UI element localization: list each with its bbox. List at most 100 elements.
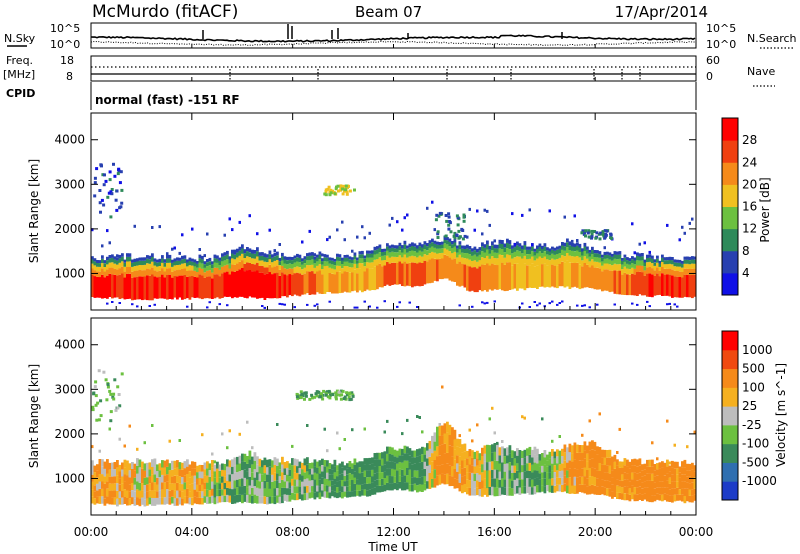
velocity-cell: [503, 456, 507, 464]
power-cell: [618, 270, 622, 295]
velocity-cell: [448, 455, 452, 466]
power-cell: [683, 263, 687, 269]
velocity-cell: [299, 390, 303, 394]
power-cell: [447, 227, 451, 231]
velocity-cell: [266, 489, 269, 497]
velocity-cell: [433, 478, 437, 488]
power-cell: [616, 251, 619, 255]
power-cell: [453, 239, 457, 243]
power-cell: [523, 255, 527, 264]
velocity-cell: [511, 473, 514, 481]
power-cell: [108, 258, 112, 263]
power-cell: [311, 255, 314, 260]
velocity-cell: [236, 479, 239, 488]
velocity-cell: [373, 480, 377, 488]
velocity-cell: [248, 494, 252, 503]
velocity-cell: [248, 468, 252, 477]
velocity-cell: [371, 463, 374, 470]
power-cell: [221, 253, 224, 257]
power-cell: [458, 249, 462, 255]
velocity-cell: [651, 466, 654, 474]
velocity-cell: [206, 489, 209, 497]
velocity-cell: [136, 473, 139, 482]
velocity-cell: [561, 484, 564, 493]
power-cell: [121, 256, 124, 262]
velocity-cell: [626, 493, 629, 501]
power-cell: [128, 253, 132, 257]
power-cell: [456, 216, 460, 220]
velocity-cell: [508, 445, 512, 454]
power-cell: [238, 220, 241, 224]
velocity-cell: [663, 462, 667, 469]
power-cell: [188, 276, 192, 300]
power-cell: [191, 265, 194, 271]
power-cell: [311, 264, 314, 271]
velocity-cell: [246, 420, 249, 424]
velocity-cell: [113, 469, 117, 477]
power-cell: [481, 257, 484, 265]
velocity-cell: [438, 465, 442, 475]
velocity-cell: [393, 482, 397, 490]
velocity-cell: [103, 461, 107, 469]
velocity-cell: [458, 434, 461, 438]
power-cell: [568, 255, 572, 263]
power-cell: [108, 273, 112, 297]
power-cell: [351, 257, 354, 260]
velocity-cell: [241, 453, 244, 462]
colorbar-tick-label: 28: [742, 133, 757, 147]
velocity-cell: [103, 483, 107, 491]
power-cell: [363, 261, 367, 267]
velocity-cell: [366, 458, 369, 465]
velocity-cell: [156, 471, 159, 478]
power-cell: [556, 303, 559, 306]
velocity-cell: [303, 493, 307, 501]
velocity-cell: [688, 489, 692, 496]
velocity-cell: [658, 494, 662, 501]
power-cell: [516, 256, 519, 264]
power-cell: [236, 263, 239, 271]
velocity-cell: [98, 466, 102, 474]
power-cell: [628, 258, 632, 262]
velocity-cell: [686, 470, 689, 477]
power-cell: [611, 265, 614, 271]
power-cell: [216, 255, 219, 259]
velocity-cell: [426, 465, 429, 474]
power-cell: [533, 301, 536, 303]
power-cell: [163, 259, 166, 263]
power-cell: [103, 173, 106, 177]
power-cell: [213, 274, 217, 299]
velocity-cell: [123, 467, 127, 475]
velocity-cell: [198, 484, 202, 492]
power-cell: [483, 264, 487, 291]
power-cell: [121, 253, 124, 257]
power-cell: [102, 183, 106, 187]
power-cell: [673, 276, 677, 298]
velocity-cell: [251, 446, 254, 450]
power-cell: [151, 257, 154, 262]
velocity-cell: [406, 453, 409, 461]
power-cell: [666, 260, 669, 265]
velocity-cell: [108, 469, 112, 477]
velocity-cell: [343, 395, 347, 399]
velocity-cell: [596, 470, 599, 479]
power-cell: [453, 242, 457, 247]
velocity-cell: [466, 465, 469, 473]
power-cell: [413, 256, 417, 263]
power-cell: [638, 271, 642, 295]
velocity-cell: [471, 487, 474, 496]
velocity-cell: [251, 456, 254, 465]
power-cell: [478, 266, 482, 291]
velocity-cell: [451, 446, 454, 457]
power-cell: [313, 256, 317, 260]
x-tick-label: 08:00: [275, 525, 310, 539]
velocity-cell: [226, 494, 229, 502]
velocity-cell: [306, 471, 309, 479]
velocity-cell: [518, 472, 522, 480]
power-cell: [421, 251, 424, 257]
velocity-cell: [303, 391, 307, 395]
power-cell: [363, 258, 367, 262]
velocity-cell: [94, 394, 98, 398]
velocity-cell: [498, 479, 502, 488]
velocity-cell: [493, 443, 497, 452]
